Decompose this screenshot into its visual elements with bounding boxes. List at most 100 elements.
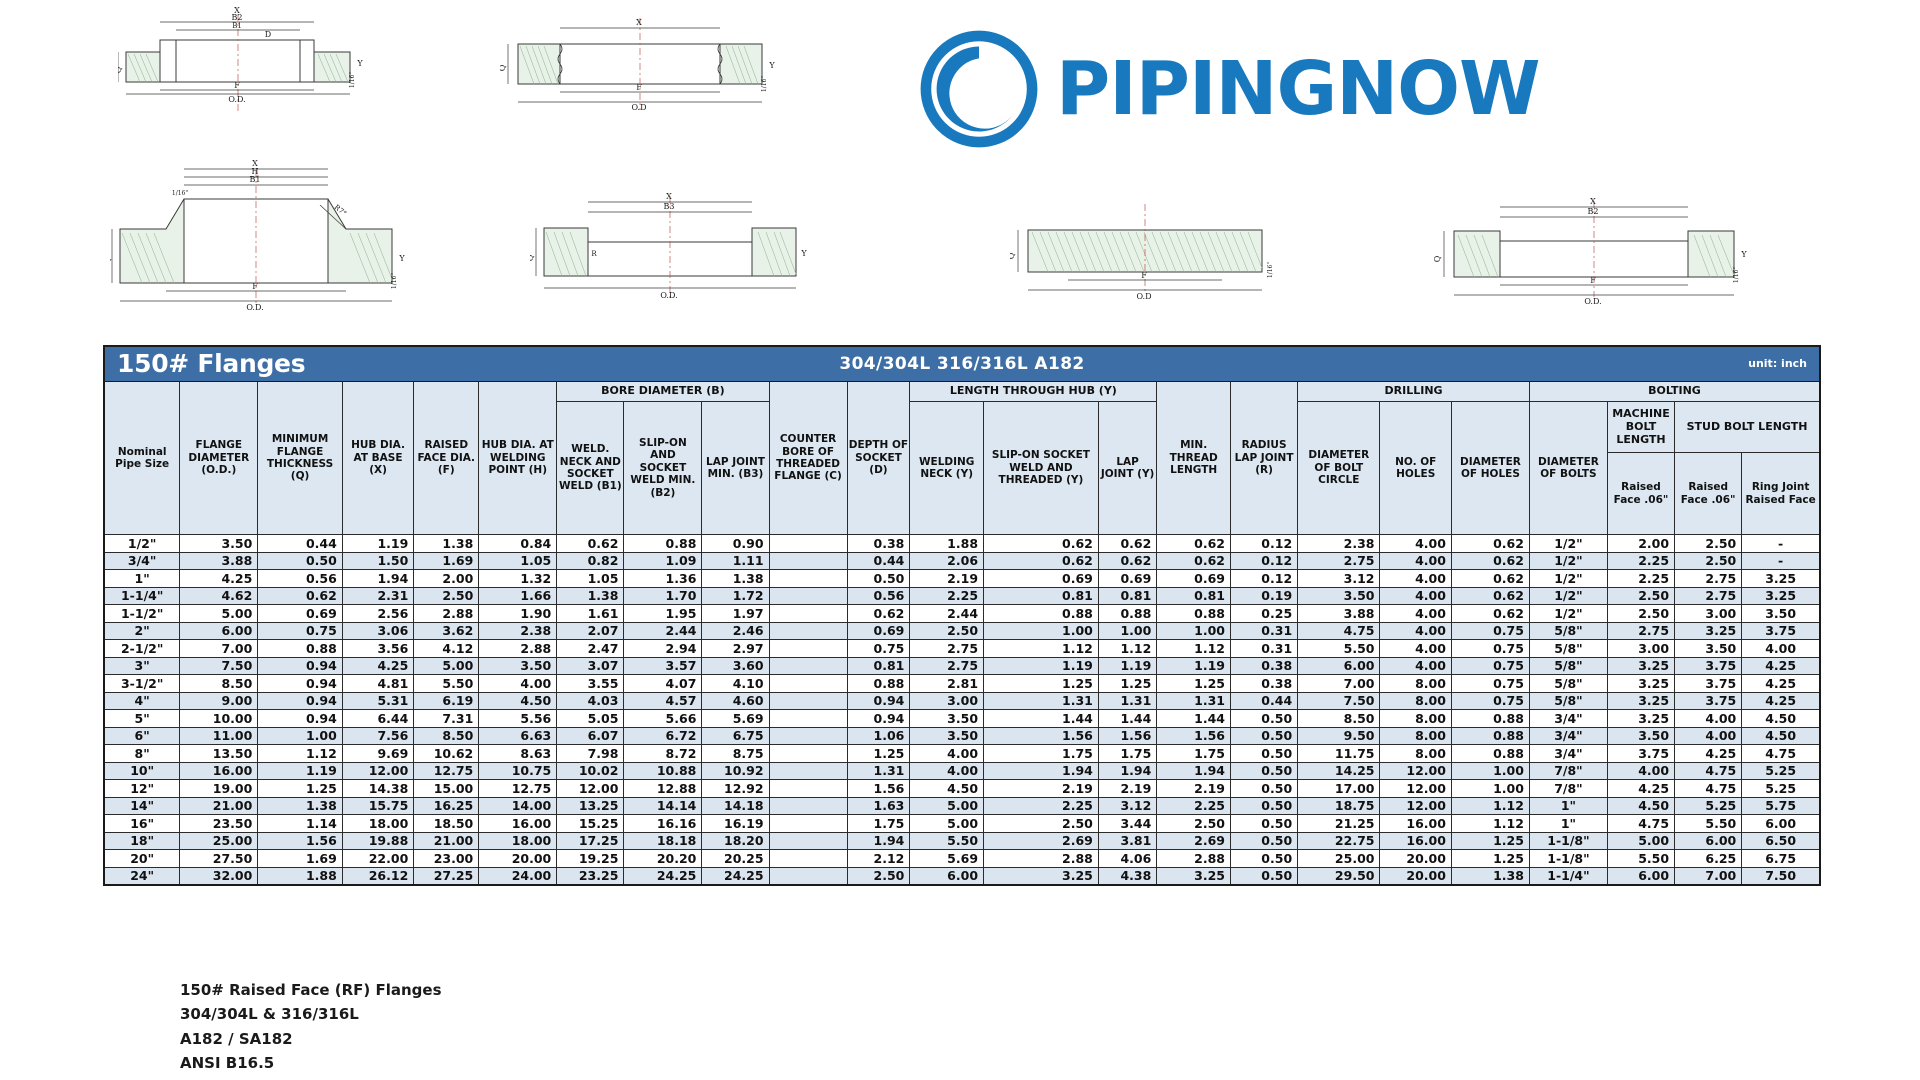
- table-row: 2-1/2" 7.00 0.88 3.56 4.12 2.88 2.47 2.94 2.97 0.…: [103, 639, 1821, 658]
- diagram-socket-weld: X B3 O.D. R Q Y: [530, 180, 810, 305]
- table-cell: 0.75: [846, 639, 911, 658]
- table-cell: [768, 866, 848, 886]
- table-cell: 12.00: [1379, 761, 1452, 780]
- table-cell: 2.56: [341, 604, 415, 623]
- svg-text:B2: B2: [1588, 207, 1599, 216]
- table-cell: 14.25: [1297, 761, 1381, 780]
- table-cell: 2.69: [983, 831, 1099, 850]
- group-length-through-hub: LENGTH THROUGH HUB (Y): [909, 381, 1158, 402]
- table-cell: 17.25: [556, 831, 625, 850]
- table-cell: 1-1/4": [1528, 866, 1608, 886]
- table-row: 2" 6.00 0.75 3.06 3.62 2.38 2.07 2.44 2.46 0.69 2.…: [103, 621, 1821, 640]
- table-cell: 2.94: [623, 639, 703, 658]
- table-cell: 1.69: [257, 849, 343, 868]
- brand-name: PIPINGNOW: [1056, 46, 1541, 132]
- col-counter-bore: COUNTER BORE OF THREADED FLANGE (C): [768, 381, 848, 535]
- table-cell: 1/2": [1528, 586, 1608, 605]
- table-cell: 18.20: [701, 831, 770, 850]
- svg-text:Y: Y: [800, 249, 807, 258]
- table-cell: 0.62: [983, 534, 1099, 553]
- flange-diagrams-strip: X B2 F O.D. D B1 Q Y 1/16": [0, 0, 1920, 330]
- table-cell: 6.44: [341, 709, 415, 728]
- svg-text:O.D.: O.D.: [246, 303, 263, 312]
- table-cell: 4.25: [1741, 656, 1821, 675]
- pipingnow-logo: PIPINGNOW: [920, 30, 1541, 148]
- table-cell: 2.50: [1606, 586, 1676, 605]
- svg-text:Q: Q: [110, 257, 112, 264]
- svg-text:X: X: [1590, 197, 1596, 206]
- table-cell: 5.00: [1606, 831, 1676, 850]
- table-cell: 0.75: [1450, 674, 1530, 693]
- table-cell: 0.82: [556, 551, 625, 570]
- table-cell: 2.75: [1674, 586, 1743, 605]
- table-cell: 4.75: [1674, 761, 1743, 780]
- table-cell: 4.07: [623, 674, 703, 693]
- table-cell: 1.36: [623, 569, 703, 588]
- table-cell: 5.50: [413, 674, 480, 693]
- table-cell: 3.12: [1097, 796, 1158, 815]
- table-cell: 3/4": [1528, 709, 1608, 728]
- table-cell: 3.50: [1674, 639, 1743, 658]
- table-cell: 2.50: [1674, 534, 1743, 553]
- table-cell: 5/8": [1528, 656, 1608, 675]
- table-cell: 1.31: [846, 761, 911, 780]
- table-cell: [768, 744, 848, 763]
- table-cell: 6.07: [556, 726, 625, 745]
- table-cell: 1.31: [983, 691, 1099, 710]
- table-cell: 0.88: [1450, 709, 1530, 728]
- table-cell: 0.50: [1229, 831, 1299, 850]
- table-cell: 3.50: [909, 726, 985, 745]
- table-cell: 3.50: [1741, 604, 1821, 623]
- table-cell: 13.50: [179, 744, 259, 763]
- table-cell: 0.62: [1450, 586, 1530, 605]
- table-cell: 4.50: [1606, 796, 1676, 815]
- footer-notes: 150# Raised Face (RF) Flanges 304/304L &…: [180, 978, 442, 1075]
- table-cell: 2.38: [478, 621, 558, 640]
- svg-text:1/16": 1/16": [172, 190, 188, 197]
- table-cell: 10.62: [413, 744, 480, 763]
- table-cell: [768, 656, 848, 675]
- table-cell: 1.61: [556, 604, 625, 623]
- table-cell: 7.50: [1741, 866, 1821, 886]
- table-cell: 1.12: [1156, 639, 1231, 658]
- table-cell: 3/4": [1528, 744, 1608, 763]
- table-cell: 0.38: [1229, 656, 1299, 675]
- svg-text:Y: Y: [768, 61, 775, 70]
- table-cell: 11.00: [179, 726, 259, 745]
- table-cell: 2.75: [909, 639, 985, 658]
- table-cell: 2.97: [701, 639, 770, 658]
- table-cell: 5.00: [909, 796, 985, 815]
- table-cell: 6.72: [623, 726, 703, 745]
- table-cell: 2.19: [1156, 779, 1231, 798]
- table-cell: 5.50: [909, 831, 985, 850]
- table-cell: 2.00: [1606, 534, 1676, 553]
- table-cell: 8.00: [1379, 726, 1452, 745]
- col-welding-neck-y: WELDING NECK (Y): [909, 401, 985, 535]
- svg-text:O.D.: O.D.: [228, 95, 245, 104]
- table-cell: 8.50: [1297, 709, 1381, 728]
- table-cell: 0.69: [257, 604, 343, 623]
- table-cell: 1/2": [1528, 569, 1608, 588]
- diagram-lap-joint: X B2 F O.D. Q Y 1/16": [1430, 185, 1760, 305]
- col-lap-joint-y: LAP JOINT (Y): [1097, 401, 1158, 535]
- table-cell: 5.75: [1741, 796, 1821, 815]
- table-cell: 16.16: [623, 814, 703, 833]
- table-cell: 3.06: [341, 621, 415, 640]
- cell-nominal-pipe-size: 3-1/2": [103, 674, 181, 693]
- svg-text:B2: B2: [232, 13, 243, 22]
- table-cell: 2.81: [909, 674, 985, 693]
- table-row: 1-1/4" 4.62 0.62 2.31 2.50 1.66 1.38 1.70 1.72 0.…: [103, 586, 1821, 605]
- table-cell: 4.50: [909, 779, 985, 798]
- col-machine-raised-face: Raised Face .06": [1606, 452, 1676, 535]
- flange-spec-table: 150# Flanges 304/304L 316/316L A182 unit…: [103, 345, 1821, 886]
- table-cell: 0.88: [846, 674, 911, 693]
- table-cell: 0.62: [846, 604, 911, 623]
- table-cell: [768, 761, 848, 780]
- table-cell: 12.00: [1379, 796, 1452, 815]
- table-cell: 1.56: [1097, 726, 1158, 745]
- table-cell: 0.94: [257, 709, 343, 728]
- table-cell: 1.06: [846, 726, 911, 745]
- table-cell: 14.18: [701, 796, 770, 815]
- table-cell: 24.25: [623, 866, 703, 886]
- table-cell: 5.00: [909, 814, 985, 833]
